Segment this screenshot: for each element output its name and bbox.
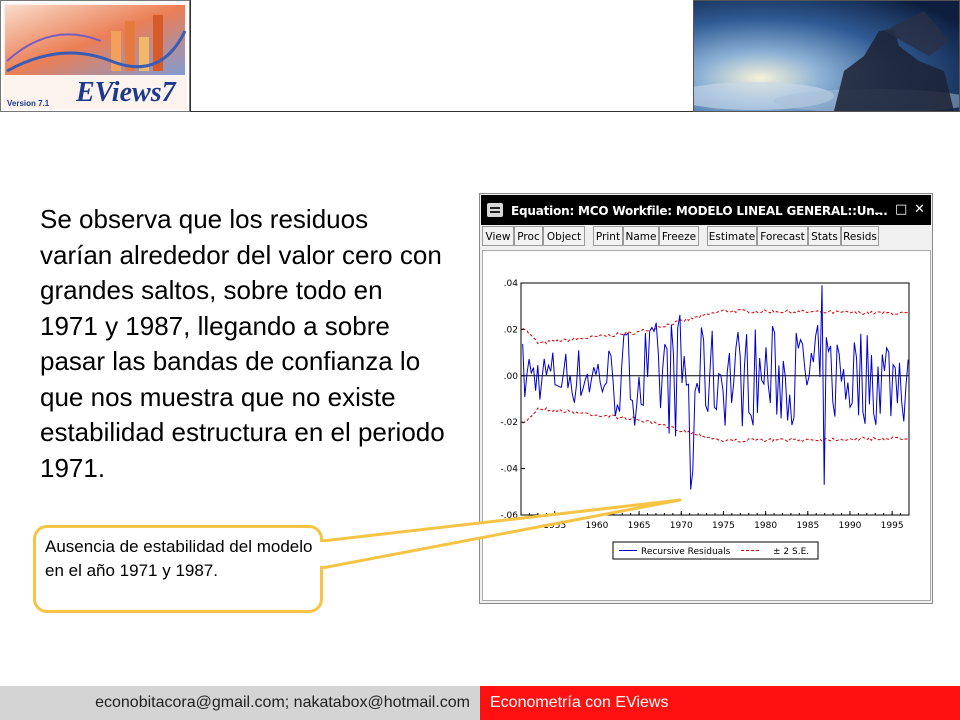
x-tick-label: 1970 xyxy=(670,521,693,531)
header-blank-area xyxy=(190,0,693,112)
object-button[interactable]: Object xyxy=(543,226,585,246)
callout-box xyxy=(33,525,323,613)
footer-contact: econobitacora@gmail.com; nakatabox@hotma… xyxy=(0,686,480,720)
freeze-button[interactable]: Freeze xyxy=(659,226,699,246)
window-title: Equation: MCO Workfile: MODELO LINEAL GE… xyxy=(511,204,888,218)
x-tick-label: 1965 xyxy=(628,521,651,531)
name-button[interactable]: Name xyxy=(623,226,659,246)
recursive-residuals-line xyxy=(522,285,909,490)
x-tick-label: 1980 xyxy=(754,521,777,531)
footer-title: Econometría con EViews xyxy=(480,686,960,720)
legend-label-residuals: Recursive Residuals xyxy=(641,547,731,557)
minimize-button[interactable]: _ xyxy=(875,200,882,215)
eviews-logo-text: EViews7 xyxy=(76,77,176,108)
slide-body-text: Se observa que los residuos varían alred… xyxy=(40,204,445,483)
y-tick-label: -.02 xyxy=(500,418,518,428)
close-button[interactable]: ✕ xyxy=(914,202,925,217)
chart-area: .04 .02 .00 -.02 -.04 -.06 1955 1960 1965 1970 197… xyxy=(482,250,931,601)
x-tick-label: 1990 xyxy=(839,521,862,531)
y-tick-label: -.04 xyxy=(500,465,518,475)
view-button[interactable]: View xyxy=(482,226,514,246)
header-statue-image xyxy=(693,0,960,112)
y-tick-label: .04 xyxy=(504,279,519,289)
upper-se-band xyxy=(522,308,909,345)
x-tick-label: 1985 xyxy=(796,521,819,531)
callout-text: Ausencia de estabilidad del modelo en el… xyxy=(45,537,313,580)
x-tick-label: 1960 xyxy=(585,521,608,531)
toolbar: View Proc Object Print Name Freeze Estim… xyxy=(482,226,930,248)
maximize-button[interactable]: □ xyxy=(895,202,908,217)
x-tick-label: 1995 xyxy=(881,521,904,531)
eviews-logo: EViews7 Version 7.1 xyxy=(0,0,190,112)
equation-icon xyxy=(487,203,503,217)
print-button[interactable]: Print xyxy=(593,226,623,246)
lower-se-band xyxy=(522,407,909,443)
proc-button[interactable]: Proc xyxy=(514,226,543,246)
plot-frame xyxy=(520,282,910,516)
x-tick-label: 1955 xyxy=(543,521,566,531)
forecast-button[interactable]: Forecast xyxy=(757,226,808,246)
y-tick-label: .02 xyxy=(504,325,518,335)
recursive-residuals-chart: .04 .02 .00 -.02 -.04 -.06 1955 1960 1965 1970 197… xyxy=(500,279,910,560)
y-tick-label: -.06 xyxy=(500,511,518,521)
window-titlebar[interactable]: Equation: MCO Workfile: MODELO LINEAL GE… xyxy=(481,195,931,225)
stats-button[interactable]: Stats xyxy=(808,226,841,246)
y-tick-label: .00 xyxy=(504,372,519,382)
eviews-version-text: Version 7.1 xyxy=(7,99,50,108)
resids-button[interactable]: Resids xyxy=(841,226,879,246)
estimate-button[interactable]: Estimate xyxy=(707,226,757,246)
legend-label-se: ± 2 S.E. xyxy=(773,547,809,557)
x-tick-label: 1975 xyxy=(712,521,735,531)
eviews-equation-window[interactable]: Equation: MCO Workfile: MODELO LINEAL GE… xyxy=(479,193,933,604)
